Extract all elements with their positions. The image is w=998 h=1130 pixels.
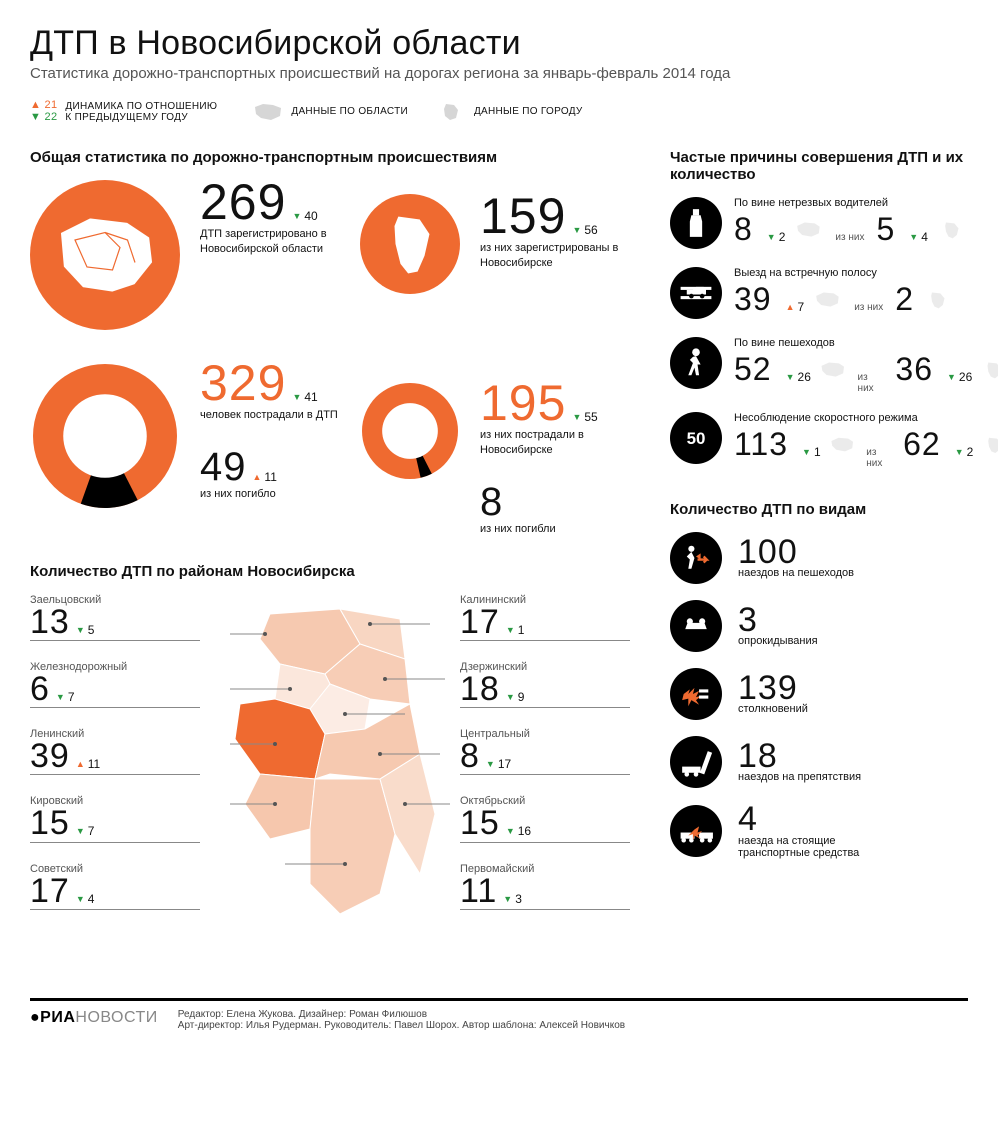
cause-lane: Выезд на встречную полосу 397 из них 2 <box>670 267 998 319</box>
legend-dynamics: ▲ 21 ▼ 22 ДИНАМИКА ПО ОТНОШЕНИЮ К ПРЕДЫД… <box>30 100 225 123</box>
general-stats: 26940 ДТП зарегистрировано в Новосибирск… <box>30 180 640 537</box>
page-title: ДТП в Новосибирской области <box>30 24 968 63</box>
bottle-icon <box>670 197 722 249</box>
cause-region-n: 39 <box>734 281 772 318</box>
type-label: наездов на препятствия <box>738 771 861 783</box>
hit-ped-icon <box>670 532 722 584</box>
district-item: Первомайский 113 <box>460 863 630 910</box>
speed-icon: 50 <box>670 412 722 464</box>
cause-city-n: 62 <box>903 426 941 463</box>
region-total: 26940 ДТП зарегистрировано в Новосибирск… <box>200 180 350 257</box>
districts: Заельцовский 135 Железнодорожный 67 Лени… <box>30 594 640 974</box>
type-n: 100 <box>738 537 854 568</box>
type-n: 139 <box>738 673 808 704</box>
collision-icon <box>670 668 722 720</box>
district-item: Железнодорожный 67 <box>30 661 200 708</box>
type-collision: 139 столкновений <box>670 668 998 720</box>
cause-ped: По вине пешеходов 5226 из них 3626 <box>670 337 998 394</box>
type-label: наездов на пешеходов <box>738 567 854 579</box>
section-general: Общая статистика по дорожно-транспортным… <box>30 149 640 166</box>
hit-car-icon <box>670 805 722 857</box>
legend-region: ДАННЫЕ ПО ОБЛАСТИ <box>253 102 408 122</box>
district-item: Заельцовский 135 <box>30 594 200 641</box>
type-n: 4 <box>738 804 888 835</box>
district-item: Центральный 817 <box>460 728 630 775</box>
district-item: Ленинский 3911 <box>30 728 200 775</box>
type-label: столкновений <box>738 703 808 715</box>
cause-region-n: 52 <box>734 351 772 388</box>
type-label: опрокидывания <box>738 635 818 647</box>
section-districts: Количество ДТП по районам Новосибирска <box>30 563 640 580</box>
district-item: Калининский 171 <box>460 594 630 641</box>
cause-city-n: 2 <box>895 281 914 318</box>
type-label: наезда на стоящие транспортные средства <box>738 835 888 859</box>
cause-city-n: 36 <box>895 351 933 388</box>
type-n: 3 <box>738 605 818 636</box>
section-causes: Частые причины совершения ДТП и их колич… <box>670 149 998 183</box>
cause-bottle: По вине нетрезвых водителей 82 из них 54 <box>670 197 998 249</box>
obstacle-icon <box>670 736 722 788</box>
district-item: Советский 174 <box>30 863 200 910</box>
city-injured: 19555 из них пострадали в Новосибирске 8… <box>480 361 640 537</box>
type-hit-car: 4 наезда на стоящие транспортные средств… <box>670 804 998 859</box>
causes-list: По вине нетрезвых водителей 82 из них 54… <box>670 197 998 469</box>
footer: ●РИАНОВОСТИ Редактор: Елена Жукова. Диза… <box>30 998 968 1031</box>
cause-title: Несоблюдение скоростного режима <box>734 412 998 424</box>
types-list: 100 наездов на пешеходов 3 опрокидывания… <box>670 532 998 859</box>
type-n: 18 <box>738 741 861 772</box>
type-hit-ped: 100 наездов на пешеходов <box>670 532 998 584</box>
cause-region-n: 8 <box>734 211 753 248</box>
region-map-circle <box>30 180 190 335</box>
cause-title: По вине нетрезвых водителей <box>734 197 998 209</box>
page-subtitle: Статистика дорожно-транспортных происшес… <box>30 65 968 82</box>
legend-city: ДАННЫЕ ПО ГОРОДУ <box>436 102 583 122</box>
ped-icon <box>670 337 722 389</box>
district-item: Октябрьский 1516 <box>460 795 630 842</box>
cause-title: По вине пешеходов <box>734 337 998 349</box>
cause-city-n: 5 <box>876 211 895 248</box>
city-map <box>230 604 450 944</box>
city-donut <box>360 361 470 486</box>
lane-icon <box>670 267 722 319</box>
cause-title: Выезд на встречную полосу <box>734 267 998 279</box>
type-rollover: 3 опрокидывания <box>670 600 998 652</box>
rollover-icon <box>670 600 722 652</box>
svg-text:50: 50 <box>687 429 706 448</box>
district-item: Кировский 157 <box>30 795 200 842</box>
city-total: 15956 из них зарегистрированы в Новосиби… <box>480 180 640 271</box>
cause-speed: 50 Несоблюдение скоростного режима 1131 … <box>670 412 998 469</box>
type-obstacle: 18 наездов на препятствия <box>670 736 998 788</box>
cause-region-n: 113 <box>734 426 788 463</box>
city-map-circle <box>360 180 470 299</box>
ria-logo: ●РИАНОВОСТИ <box>30 1009 158 1027</box>
region-donut <box>30 361 190 516</box>
legend: ▲ 21 ▼ 22 ДИНАМИКА ПО ОТНОШЕНИЮ К ПРЕДЫД… <box>30 100 968 123</box>
section-types: Количество ДТП по видам <box>670 501 998 518</box>
header: ДТП в Новосибирской области Статистика д… <box>30 24 968 82</box>
district-item: Дзержинский 189 <box>460 661 630 708</box>
region-injured: 32941 человек пострадали в ДТП 4911 из н… <box>200 361 350 502</box>
